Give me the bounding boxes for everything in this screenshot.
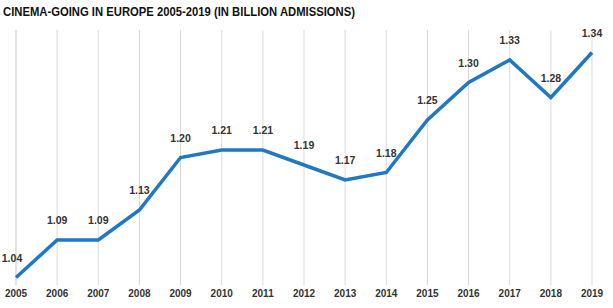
data-label: 1.21 [211,124,232,136]
data-label: 1.13 [129,184,150,196]
data-label: 1.09 [47,214,68,226]
chart-container: CINEMA-GOING IN EUROPE 2005-2019 (IN BIL… [0,0,613,308]
data-label: 1.19 [294,139,315,151]
grid-line [98,30,99,285]
x-tick-label: 2007 [87,288,110,299]
grid-line [427,30,428,285]
data-label: 1.25 [417,94,438,106]
data-label: 1.04 [2,252,23,264]
data-label: 1.20 [170,132,191,144]
x-tick-label: 2008 [128,288,151,299]
data-label: 1.21 [253,124,274,136]
data-line [16,53,592,278]
grid-line [139,30,140,285]
grid-line [57,30,58,285]
x-tick-label: 2015 [416,288,439,299]
x-tick-label: 2011 [252,288,274,299]
x-tick-label: 2014 [375,288,398,299]
grid-line [221,30,222,285]
x-tick-label: 2009 [169,288,192,299]
chart-title: CINEMA-GOING IN EUROPE 2005-2019 (IN BIL… [3,4,355,19]
x-tick-label: 2012 [293,288,316,299]
x-tick-label: 2016 [457,288,480,299]
y-axis-line [16,30,17,285]
data-label: 1.09 [88,214,109,226]
grid-line [304,30,305,285]
grid-line [16,30,17,285]
data-label: 1.33 [499,34,520,46]
grid-line [509,30,510,285]
grid-line [262,30,263,285]
x-tick-label: 2010 [211,288,234,299]
x-tick-label: 2018 [540,288,563,299]
chart-svg: CINEMA-GOING IN EUROPE 2005-2019 (IN BIL… [0,0,613,308]
grid-line [592,30,593,285]
data-label: 1.30 [458,57,479,69]
data-label: 1.34 [582,27,603,39]
plot-area [16,53,592,278]
x-tick-label: 2013 [334,288,357,299]
grid-line [550,30,551,285]
x-tick-label: 2006 [46,288,69,299]
x-tick-label: 2019 [581,288,604,299]
data-label: 1.18 [376,147,397,159]
data-label: 1.28 [541,72,562,84]
x-tick-label: 2005 [5,288,28,299]
data-label: 1.17 [335,154,356,166]
x-tick-label: 2017 [499,288,522,299]
